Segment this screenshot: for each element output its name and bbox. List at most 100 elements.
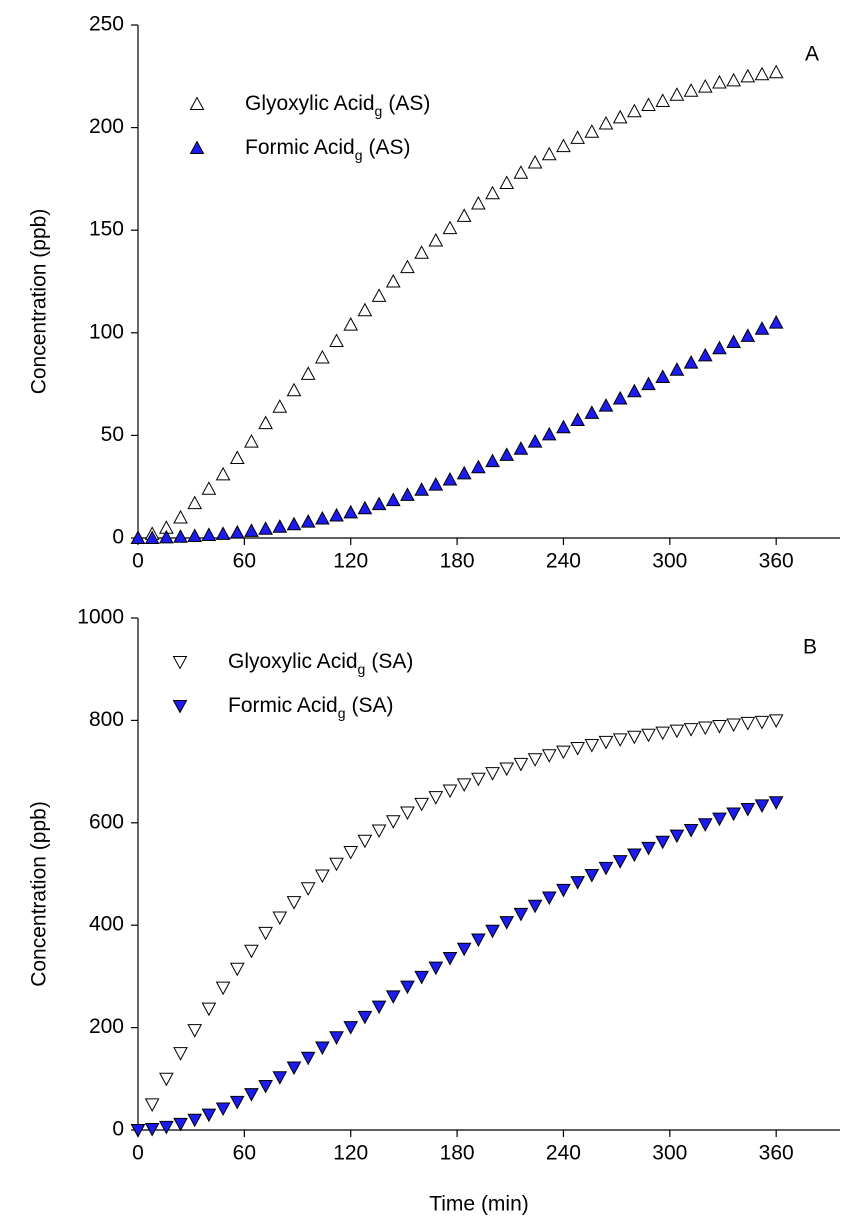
x-tick-label: 120 <box>333 550 368 573</box>
data-point <box>343 1021 359 1035</box>
data-point <box>485 767 500 781</box>
data-point <box>584 124 600 138</box>
data-point <box>456 208 472 222</box>
data-point <box>286 382 302 397</box>
data-point <box>159 1072 174 1087</box>
data-point <box>173 529 188 543</box>
data-point <box>229 450 245 464</box>
x-tick-label: 300 <box>652 550 687 573</box>
data-point <box>712 720 727 734</box>
data-point <box>754 66 770 81</box>
data-point <box>697 79 713 93</box>
legend-label: Glyoxylic Acidg (AS) <box>245 92 430 119</box>
data-point <box>740 716 756 731</box>
legend-marker <box>189 96 205 111</box>
data-point <box>768 796 784 810</box>
data-point <box>768 314 784 329</box>
legend-subscript: g <box>375 103 383 119</box>
data-point <box>428 961 444 976</box>
data-point <box>244 434 259 448</box>
data-point <box>641 97 656 112</box>
data-point <box>641 841 656 856</box>
x-tick-label: 360 <box>759 1142 794 1165</box>
data-point <box>499 175 515 190</box>
data-point <box>570 130 585 144</box>
data-point <box>229 962 245 977</box>
data-point <box>385 492 401 507</box>
data-point <box>201 527 217 541</box>
data-point <box>215 981 231 996</box>
y-tick-label: 0 <box>112 1118 124 1141</box>
data-point <box>229 524 245 539</box>
data-point <box>442 784 458 799</box>
data-point <box>343 845 359 860</box>
data-point <box>329 857 344 872</box>
data-point <box>385 815 401 829</box>
data-point <box>400 980 415 995</box>
data-point <box>144 1122 160 1137</box>
data-point <box>286 1061 302 1076</box>
data-point <box>315 349 330 364</box>
data-point <box>187 495 203 510</box>
data-point <box>329 333 344 348</box>
data-point <box>697 721 713 736</box>
data-point <box>683 355 699 369</box>
data-point <box>258 521 273 535</box>
data-point <box>229 1095 245 1110</box>
data-point <box>357 500 373 515</box>
data-point <box>598 861 614 876</box>
y-tick-label: 50 <box>101 423 124 446</box>
x-tick-label: 180 <box>440 550 475 573</box>
data-point <box>385 273 401 288</box>
data-point <box>400 259 415 274</box>
data-point <box>768 64 784 79</box>
data-point <box>442 220 458 235</box>
legend-name: Glyoxylic Acid <box>245 92 375 115</box>
data-point <box>726 807 741 822</box>
data-point <box>272 911 288 926</box>
data-point <box>527 434 543 448</box>
data-point <box>343 504 359 519</box>
data-point <box>244 1088 259 1102</box>
data-point <box>541 891 557 906</box>
data-point <box>726 334 741 349</box>
data-point <box>258 415 273 430</box>
data-point <box>712 340 727 355</box>
x-tick-label: 240 <box>546 1142 581 1165</box>
data-point <box>400 806 415 821</box>
data-point <box>726 72 741 87</box>
data-point <box>173 509 188 524</box>
data-point <box>556 745 571 760</box>
legend-name: Formic Acid <box>245 136 355 159</box>
x-tick-label: 0 <box>132 1142 144 1165</box>
data-point <box>683 83 699 97</box>
data-point <box>697 818 713 832</box>
data-point <box>329 1031 344 1045</box>
data-point <box>471 459 486 474</box>
legend-label: Glyoxylic Acidg (SA) <box>228 650 413 677</box>
data-point <box>556 883 571 898</box>
data-point <box>513 441 529 455</box>
x-tick-label: 360 <box>759 550 794 573</box>
legend-subscript: g <box>338 705 346 721</box>
data-point <box>456 778 472 792</box>
data-point <box>485 453 500 468</box>
y-tick-label: 1000 <box>77 606 124 629</box>
data-point <box>712 74 727 89</box>
data-point <box>400 487 415 501</box>
data-point <box>357 834 373 849</box>
data-point <box>627 730 642 745</box>
data-point <box>612 390 628 405</box>
data-point <box>159 529 174 544</box>
data-point <box>669 829 685 844</box>
data-point <box>258 1079 273 1094</box>
data-point <box>513 907 529 922</box>
legend-subscript: g <box>355 147 363 163</box>
data-point <box>541 749 557 763</box>
data-point <box>244 523 259 537</box>
legend-suffix: (SA) <box>351 694 393 717</box>
data-point <box>754 715 770 730</box>
y-tick-label: 150 <box>89 218 124 241</box>
y-tick-label: 800 <box>89 708 124 731</box>
